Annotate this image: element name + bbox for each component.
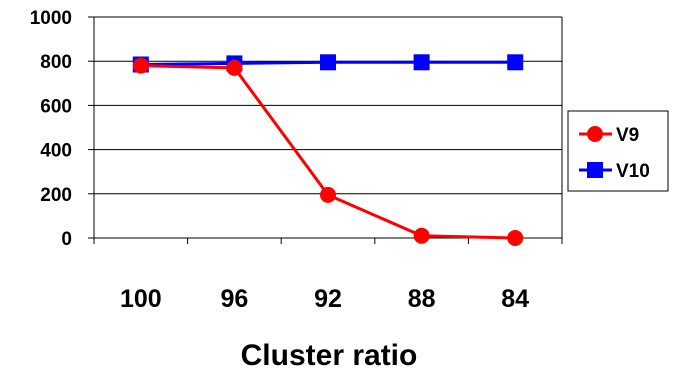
x-tick-label: 96	[220, 285, 248, 313]
y-tick-label: 0	[61, 229, 72, 250]
x-axis-title: Cluster ratio	[241, 339, 418, 370]
x-tick-label: 100	[120, 285, 162, 313]
y-tick-label: 1000	[30, 8, 72, 29]
data-point	[320, 54, 336, 71]
y-tick-labels: 0 200 400 600 800 1000	[30, 8, 72, 250]
x-tick-label: 92	[314, 285, 342, 313]
legend-label: V9	[616, 125, 639, 146]
data-point	[132, 57, 149, 74]
legend: V9 V10	[567, 110, 669, 192]
series-v9	[132, 57, 524, 246]
y-tick-label: 800	[40, 52, 72, 73]
legend-box	[567, 110, 669, 192]
x-tick-labels: 100 96 92 88 84	[120, 285, 529, 313]
data-point	[413, 227, 430, 244]
x-tick-label: 88	[408, 285, 436, 313]
series-v10	[132, 54, 524, 73]
data-point	[507, 54, 524, 71]
y-tick-label: 200	[40, 185, 72, 206]
legend-marker	[587, 126, 603, 142]
grid-lines	[94, 16, 562, 195]
axes	[88, 16, 563, 244]
x-tick-label: 84	[501, 285, 529, 313]
legend-marker	[587, 162, 603, 178]
series-line	[140, 64, 516, 240]
data-point	[413, 54, 430, 71]
legend-item-v10: V10	[579, 161, 650, 182]
data-point	[226, 59, 243, 76]
legend-item-v9: V9	[579, 125, 639, 146]
data-point	[320, 186, 336, 203]
y-tick-label: 400	[40, 141, 72, 162]
series-layer	[132, 54, 524, 246]
data-point	[507, 230, 524, 246]
y-tick-label: 600	[40, 96, 72, 117]
legend-label: V10	[616, 161, 650, 182]
